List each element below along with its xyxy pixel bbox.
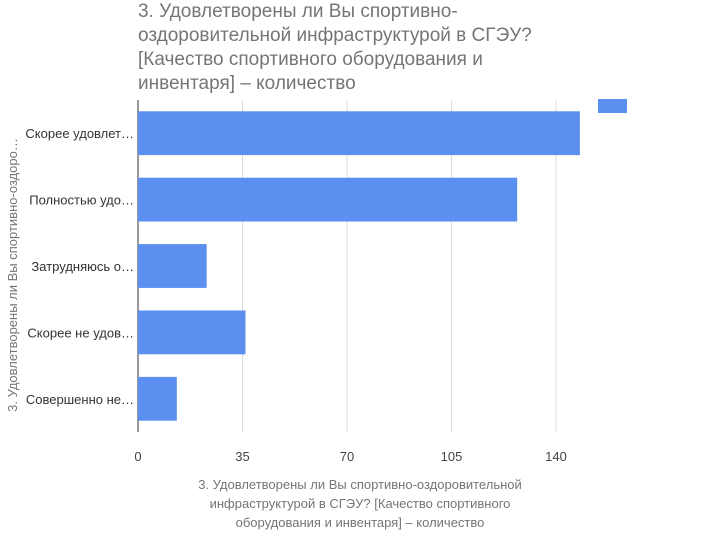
x-tick-label: 105 (441, 449, 463, 464)
bar (138, 244, 207, 288)
category-label: Затрудняюсь о… (31, 259, 134, 274)
legend-swatch (598, 99, 627, 113)
x-tick-label: 35 (235, 449, 249, 464)
tick-layer: 0 35 70 105 140 (134, 449, 566, 464)
bar (138, 310, 246, 355)
y-axis-title: 3. Удовлетворены ли Вы спортивно-оздоро… (5, 138, 20, 412)
bar (138, 111, 580, 156)
x-tick-label: 0 (134, 449, 141, 464)
category-label-layer: Скорее удовлет… Полностью удо… Затрудняюсь… (25, 126, 134, 407)
chart-title: 3. Удовлетворены ли Вы спортивно- оздоро… (138, 1, 532, 94)
category-label: Полностью удо… (29, 193, 134, 208)
category-label: Скорее не удов… (27, 325, 134, 340)
category-label: Совершенно не… (26, 392, 134, 407)
bar-layer (138, 111, 580, 421)
bar (138, 376, 177, 421)
x-tick-label: 70 (340, 449, 354, 464)
x-tick-label: 140 (545, 449, 567, 464)
bar (138, 177, 518, 222)
x-axis-title: 3. Удовлетворены ли Вы спортивно-оздоров… (198, 477, 522, 530)
legend (598, 99, 627, 113)
category-label: Скорее удовлет… (25, 126, 134, 141)
